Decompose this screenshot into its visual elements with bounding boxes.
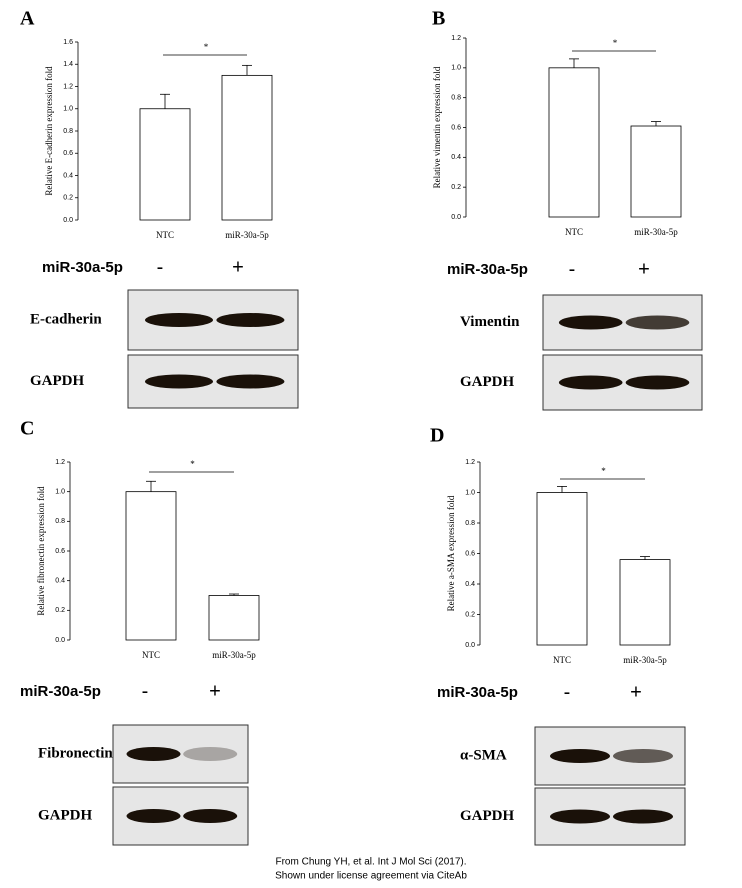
x-tick-label: miR-30a-5p [212,650,256,660]
bar [619,559,671,646]
y-axis-label: Relative a-SMA expression fold [446,495,456,611]
y-tick-label: 0.0 [451,214,461,221]
treatment-label: miR-30a-5p [437,684,518,701]
y-tick-label: 1.0 [63,106,73,113]
panel-letter: D [430,425,444,447]
y-tick-label: 0.8 [63,128,73,135]
blot-band [126,809,181,823]
y-tick-label: 1.2 [465,459,475,466]
y-tick-label: 0.2 [55,607,65,614]
treatment-minus: - [142,680,149,702]
y-tick-label: 0.0 [55,637,65,644]
significance-mark: * [190,459,195,469]
y-tick-label: 0.6 [465,550,475,557]
y-tick-label: 0.2 [465,611,475,618]
blot-label: GAPDH [460,808,514,824]
treatment-minus: - [157,256,164,278]
blot-band [558,315,623,330]
y-tick-label: 1.0 [451,65,461,72]
y-tick-label: 1.6 [63,39,73,46]
y-tick-label: 0.2 [451,184,461,191]
y-tick-label: 1.2 [63,83,73,90]
y-tick-label: 0.0 [465,642,475,649]
treatment-label: miR-30a-5p [20,683,101,700]
blot-band [216,374,285,389]
treatment-plus: + [630,681,642,703]
blot-band [216,313,285,327]
blot-label: E-cadherin [30,311,102,327]
y-axis-label: Relative E-cadherin expression fold [44,66,54,196]
y-tick-label: 0.6 [451,124,461,131]
treatment-label: miR-30a-5p [42,259,123,276]
y-tick-label: 0.4 [63,172,73,179]
x-tick-label: NTC [142,650,160,660]
caption: From Chung YH, et al. Int J Mol Sci (201… [275,857,466,868]
y-tick-label: 1.2 [55,459,65,466]
bar [208,595,260,641]
x-tick-label: NTC [565,227,583,237]
blot-band [613,809,673,824]
bar [125,491,177,641]
blot-band [550,749,610,763]
bar [548,67,600,218]
blot-label: α-SMA [460,747,507,763]
bar [221,74,273,221]
y-tick-label: 0.6 [55,548,65,555]
y-tick-label: 0.4 [55,578,65,585]
blot-band [613,749,673,763]
y-tick-label: 0.2 [63,195,73,202]
y-axis-label: Relative fibronectin expression fold [36,486,46,616]
y-tick-label: 0.8 [465,520,475,527]
x-tick-label: NTC [553,655,571,665]
treatment-minus: - [569,258,576,280]
x-tick-label: miR-30a-5p [623,655,667,665]
y-tick-label: 0.4 [451,154,461,161]
y-tick-label: 1.0 [465,489,475,496]
treatment-plus: + [638,258,650,280]
bar [536,492,588,646]
y-tick-label: 1.4 [63,61,73,68]
significance-mark: * [601,466,606,476]
blot-band [183,809,238,823]
treatment-minus: - [564,681,571,703]
y-tick-label: 0.0 [63,217,73,224]
treatment-plus: + [209,680,221,702]
blot-band [558,375,623,390]
blot-label: Vimentin [460,314,520,330]
y-tick-label: 0.8 [451,95,461,102]
y-tick-label: 0.8 [55,518,65,525]
blot-label: GAPDH [38,807,92,823]
bar [139,108,191,221]
panel-letter: C [20,418,34,440]
blot-band [625,375,690,390]
caption: Shown under license agreement via CiteAb [275,871,467,882]
x-tick-label: NTC [156,230,174,240]
bar [630,125,682,218]
y-tick-label: 0.4 [465,581,475,588]
blot-band [126,747,181,761]
treatment-label: miR-30a-5p [447,261,528,278]
x-tick-label: miR-30a-5p [225,230,269,240]
blot-band [550,809,610,824]
y-axis-label: Relative vimentin expression fold [432,66,442,188]
treatment-plus: + [232,256,244,278]
significance-mark: * [204,42,209,52]
x-tick-label: miR-30a-5p [634,227,678,237]
blot-label: GAPDH [30,373,84,389]
panel-letter: B [432,8,445,30]
blot-band [183,747,238,761]
y-tick-label: 1.0 [55,489,65,496]
y-tick-label: 1.2 [451,35,461,42]
blot-band [625,315,690,330]
blot-label: Fibronectin [38,745,113,761]
blot-band [145,313,213,327]
y-tick-label: 0.6 [63,150,73,157]
blot-band [145,374,213,389]
significance-mark: * [613,38,618,48]
blot-label: GAPDH [460,374,514,390]
panel-letter: A [20,8,35,30]
